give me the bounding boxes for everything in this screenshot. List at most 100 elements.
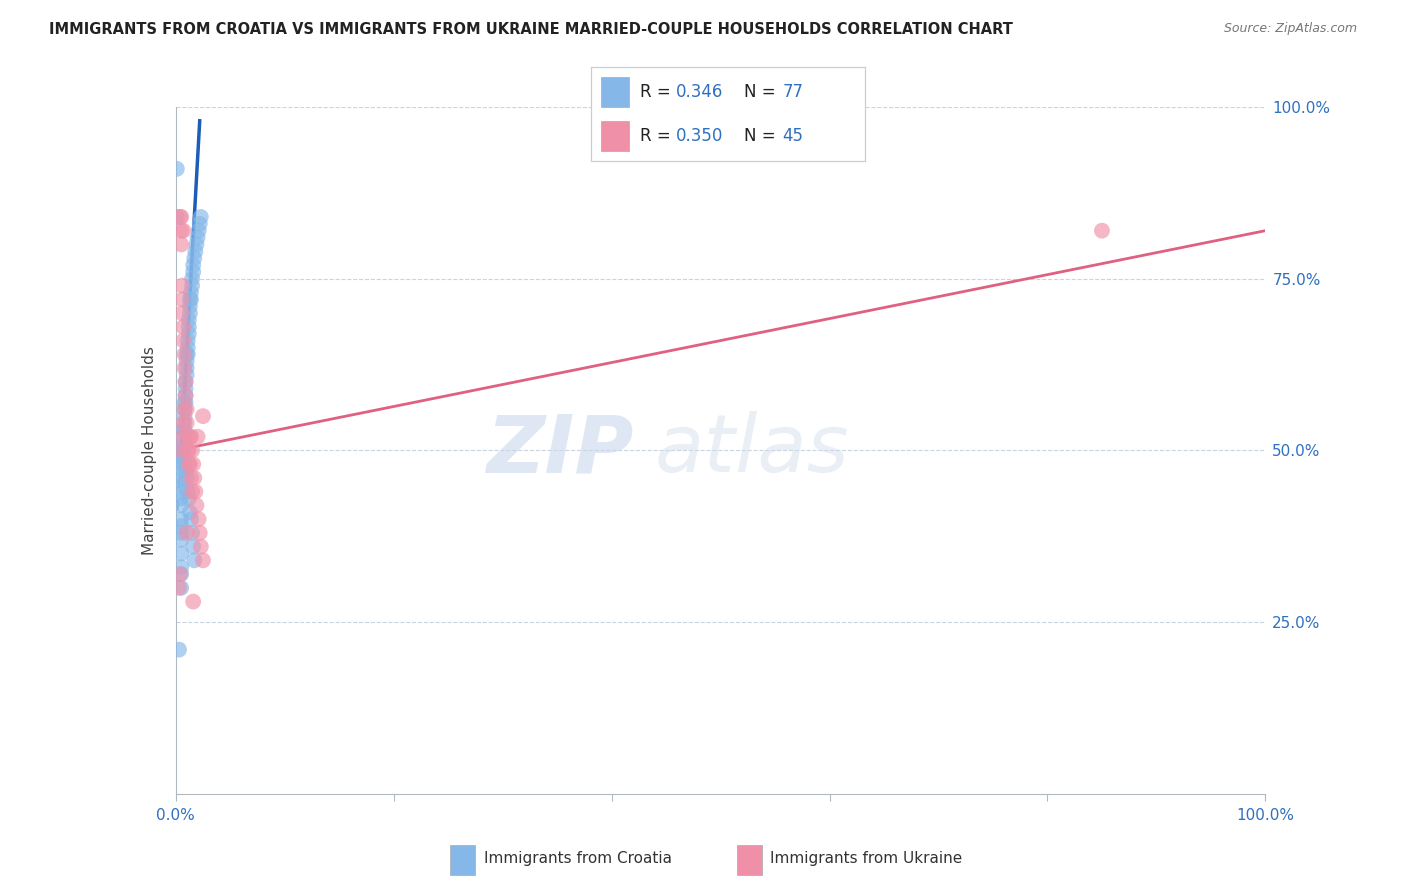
- Point: [179, 306, 201, 320]
- Point: [167, 581, 190, 595]
- Point: [180, 285, 202, 300]
- Point: [177, 326, 200, 341]
- Point: [167, 642, 190, 657]
- Text: 77: 77: [782, 83, 803, 101]
- Point: [170, 491, 193, 506]
- Point: [172, 430, 194, 444]
- Point: [173, 361, 195, 376]
- Point: [186, 230, 209, 244]
- Point: [172, 471, 194, 485]
- Point: [177, 334, 200, 348]
- Point: [170, 567, 193, 582]
- Point: [181, 594, 204, 608]
- Point: [183, 251, 205, 265]
- Point: [172, 278, 194, 293]
- Point: [172, 464, 194, 478]
- Point: [181, 484, 204, 499]
- Point: [186, 237, 208, 252]
- Point: [190, 540, 212, 554]
- Text: Source: ZipAtlas.com: Source: ZipAtlas.com: [1223, 22, 1357, 36]
- Point: [170, 519, 193, 533]
- Point: [173, 416, 195, 430]
- Point: [177, 319, 200, 334]
- Text: Immigrants from Croatia: Immigrants from Croatia: [484, 851, 672, 866]
- FancyBboxPatch shape: [737, 845, 762, 874]
- Point: [173, 457, 195, 471]
- Point: [176, 402, 198, 417]
- FancyBboxPatch shape: [602, 78, 628, 107]
- Text: 0.346: 0.346: [675, 83, 723, 101]
- Point: [191, 409, 214, 423]
- Point: [172, 416, 194, 430]
- Point: [170, 581, 193, 595]
- Point: [166, 210, 188, 224]
- Point: [172, 293, 194, 307]
- Point: [188, 525, 211, 540]
- Point: [170, 525, 193, 540]
- Point: [181, 271, 204, 285]
- Point: [172, 443, 194, 458]
- Point: [174, 388, 197, 402]
- Point: [169, 567, 191, 582]
- Text: R =: R =: [640, 83, 676, 101]
- Point: [172, 306, 194, 320]
- Point: [176, 416, 198, 430]
- Point: [177, 457, 200, 471]
- Point: [174, 464, 197, 478]
- Point: [170, 546, 193, 561]
- Point: [174, 388, 197, 402]
- Text: R =: R =: [640, 128, 676, 145]
- Point: [183, 553, 205, 567]
- Point: [169, 443, 191, 458]
- Point: [177, 340, 200, 354]
- Point: [176, 525, 198, 540]
- Point: [181, 258, 204, 272]
- Point: [180, 430, 202, 444]
- Point: [179, 293, 201, 307]
- Point: [174, 375, 197, 389]
- Point: [187, 512, 209, 526]
- Point: [177, 313, 200, 327]
- Point: [176, 368, 198, 382]
- Point: [173, 402, 195, 417]
- Point: [167, 443, 190, 458]
- Point: [172, 334, 194, 348]
- Point: [172, 478, 194, 492]
- Point: [172, 450, 194, 465]
- FancyBboxPatch shape: [450, 845, 475, 874]
- Point: [190, 210, 212, 224]
- Point: [172, 319, 194, 334]
- Point: [186, 430, 209, 444]
- Point: [172, 450, 194, 465]
- Point: [174, 375, 197, 389]
- Point: [177, 484, 200, 499]
- Point: [172, 443, 194, 458]
- Point: [179, 505, 201, 519]
- FancyBboxPatch shape: [602, 121, 628, 152]
- Point: [179, 457, 201, 471]
- Point: [177, 443, 200, 458]
- Point: [166, 161, 188, 176]
- Text: atlas: atlas: [655, 411, 851, 490]
- Point: [181, 525, 204, 540]
- Point: [172, 224, 194, 238]
- Point: [170, 210, 193, 224]
- Point: [170, 499, 193, 513]
- Point: [1091, 224, 1114, 238]
- Point: [176, 361, 198, 376]
- Point: [176, 471, 198, 485]
- Point: [173, 402, 195, 417]
- Point: [184, 484, 207, 499]
- Point: [170, 533, 193, 547]
- Point: [181, 457, 204, 471]
- Point: [180, 293, 202, 307]
- Point: [172, 443, 194, 458]
- Point: [191, 553, 214, 567]
- Point: [172, 457, 194, 471]
- Point: [174, 382, 197, 396]
- Text: ZIP: ZIP: [486, 411, 633, 490]
- Point: [177, 491, 200, 506]
- Point: [169, 210, 191, 224]
- Point: [181, 278, 204, 293]
- Point: [173, 423, 195, 437]
